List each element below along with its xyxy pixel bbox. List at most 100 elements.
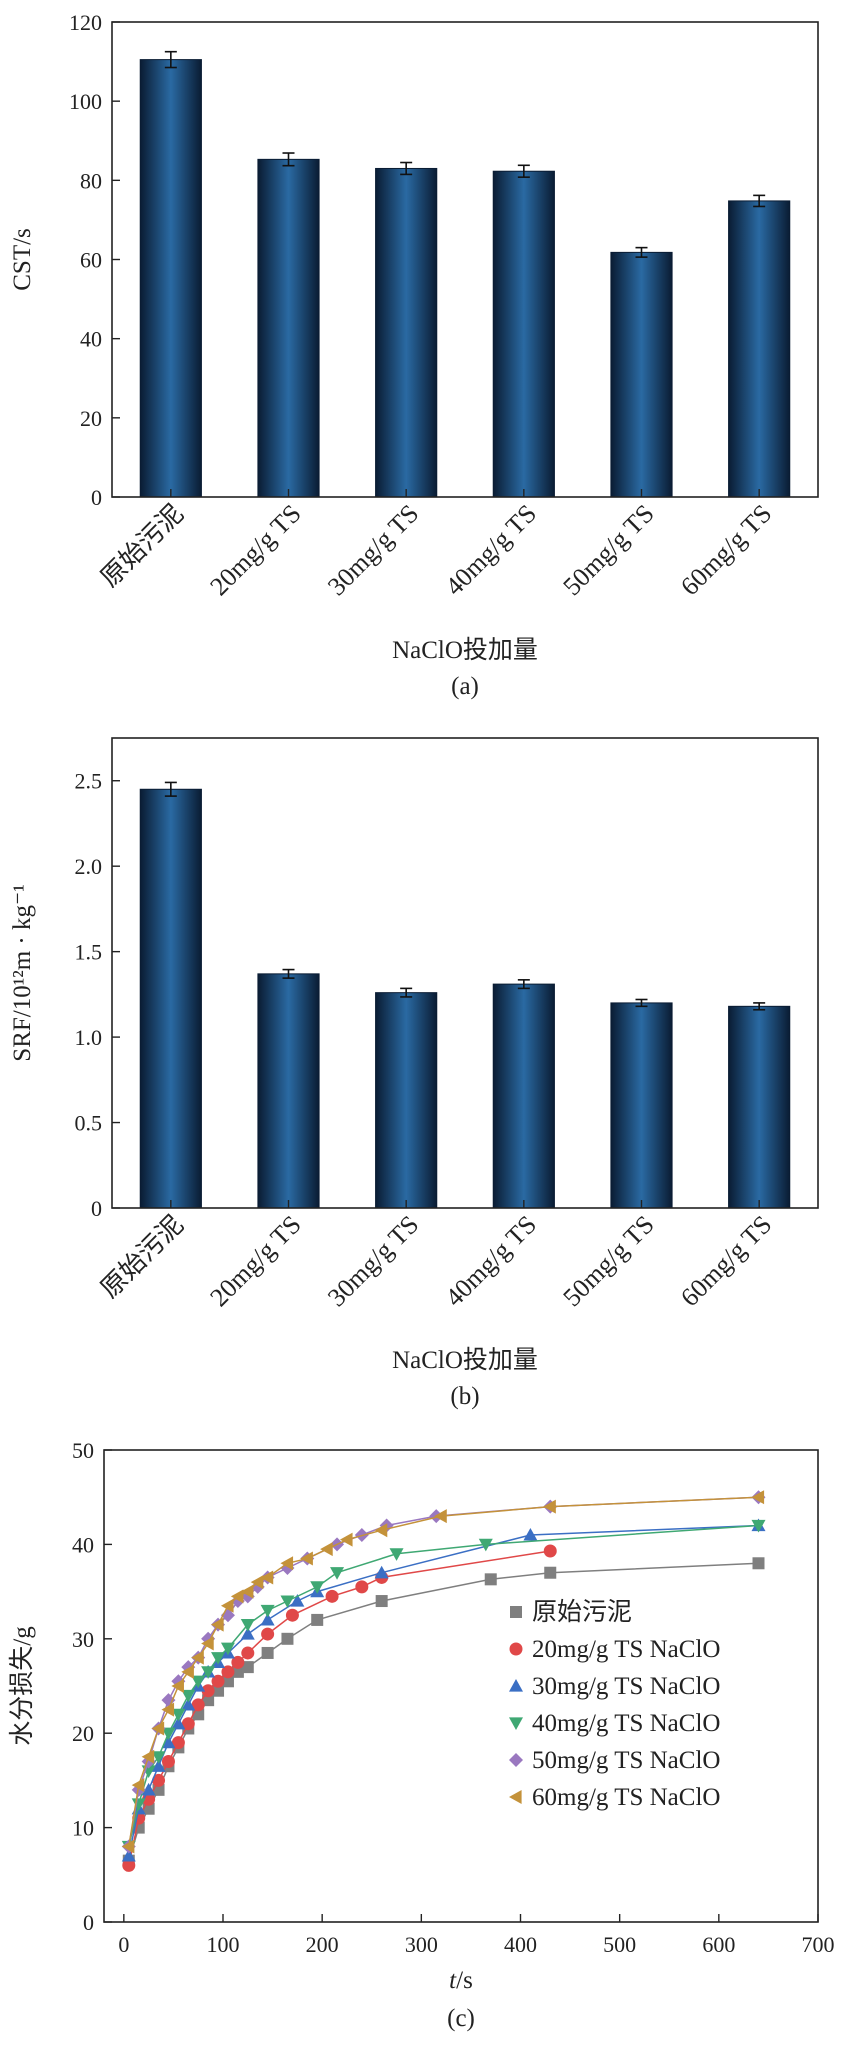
- data-point: [241, 1646, 255, 1660]
- data-point: [201, 1666, 216, 1679]
- legend-marker-4: [509, 1753, 523, 1767]
- series-5: [121, 1490, 765, 1854]
- x-axis-title: NaClO投加量: [392, 636, 538, 664]
- data-point: [339, 1532, 353, 1547]
- y-tick-label: 40: [72, 1532, 94, 1557]
- bar-2: [375, 167, 438, 498]
- y-tick-label: 120: [69, 10, 102, 35]
- x-tick-label: 400: [504, 1932, 537, 1957]
- x-tick-label: 300: [405, 1932, 438, 1957]
- data-point: [330, 1567, 345, 1580]
- y-tick-label: 20: [72, 1721, 94, 1746]
- data-point: [281, 1632, 294, 1645]
- y-axis-title: 水分损失/g: [8, 1626, 36, 1746]
- category-label: 40mg/g TS: [440, 499, 542, 601]
- legend-marker-2: [509, 1679, 523, 1692]
- legend-marker-0: [510, 1606, 522, 1618]
- data-point: [230, 1589, 244, 1604]
- plot-frame: [111, 21, 819, 498]
- x-axis-title-unit: /s: [456, 1967, 473, 1994]
- panel-label: (c): [447, 2005, 475, 2032]
- data-point: [280, 1556, 294, 1571]
- category-label: 40mg/g TS: [440, 1210, 542, 1312]
- panel-label: (b): [450, 1383, 479, 1410]
- legend-marker-3: [509, 1717, 523, 1730]
- data-point: [221, 1675, 234, 1688]
- data-point: [131, 1778, 145, 1793]
- bar-0: [139, 788, 202, 1209]
- data-point: [231, 1655, 245, 1669]
- x-tick-label: 700: [802, 1932, 835, 1957]
- data-point: [240, 1584, 254, 1599]
- legend-marker-5: [509, 1790, 522, 1804]
- bar-3: [492, 170, 555, 498]
- data-point: [300, 1551, 313, 1566]
- bar-5: [728, 1005, 791, 1209]
- data-point: [181, 1717, 195, 1731]
- category-label: 50mg/g TS: [557, 499, 659, 601]
- data-point: [523, 1527, 538, 1541]
- x-tick-label: 200: [306, 1932, 339, 1957]
- data-point: [260, 1612, 275, 1626]
- data-point: [241, 1661, 254, 1674]
- data-point: [161, 1755, 175, 1769]
- category-label: 30mg/g TS: [322, 1210, 424, 1312]
- panel-a-cst-bar-chart: 0 20 40 60 80 100 120 原始污泥 20mg/g TS 30mg/g TS 40m…: [9, 10, 819, 700]
- y-tick-label: 30: [72, 1627, 94, 1652]
- y-tick-label: 1.0: [75, 1025, 103, 1050]
- data-point: [311, 1613, 324, 1626]
- y-tick-label: 2.0: [75, 854, 103, 879]
- legend-label-2: 30mg/g TS NaClO: [532, 1673, 720, 1700]
- data-point: [240, 1619, 255, 1632]
- y-tick-label: 100: [69, 89, 102, 114]
- data-point: [161, 1693, 176, 1708]
- legend-label-1: 20mg/g TS NaClO: [532, 1636, 720, 1663]
- y-axis-title: CST/s: [9, 228, 36, 291]
- data-point: [212, 1684, 225, 1697]
- data-point: [261, 1646, 274, 1659]
- legend-label-5: 60mg/g TS NaClO: [532, 1784, 720, 1811]
- data-point: [325, 1589, 339, 1603]
- data-point: [751, 1519, 766, 1533]
- data-point: [374, 1565, 389, 1579]
- y-tick-label: 80: [80, 168, 102, 193]
- bar-3: [492, 983, 555, 1209]
- category-label: 20mg/g TS: [204, 499, 306, 601]
- category-label: 60mg/g TS: [675, 1210, 777, 1312]
- y-tick-label: 10: [72, 1816, 94, 1841]
- plot-frame: [103, 1449, 819, 1923]
- data-point: [221, 1665, 235, 1679]
- x-axis-title-var: t: [449, 1967, 457, 1994]
- y-tick-label: 0: [91, 1196, 102, 1221]
- category-label: 原始污泥: [95, 499, 189, 593]
- data-point: [290, 1594, 305, 1607]
- panel-c-moisture-loss-scatter: 0 100 200 300 400 500 600 700 0 10 20 30 40 50 原始污泥 20m…: [8, 1438, 835, 2032]
- bar-4: [610, 1002, 673, 1209]
- data-point: [152, 1773, 166, 1787]
- data-point: [543, 1544, 557, 1558]
- bar-2: [375, 992, 438, 1209]
- data-point: [310, 1581, 325, 1594]
- data-point: [141, 1749, 155, 1764]
- data-point: [202, 1694, 215, 1707]
- data-point: [151, 1721, 165, 1736]
- data-point: [543, 1499, 556, 1514]
- x-tick-label: 100: [207, 1932, 240, 1957]
- y-tick-label: 0: [83, 1910, 94, 1935]
- category-label: 50mg/g TS: [557, 1210, 659, 1312]
- bar-0: [139, 59, 202, 498]
- y-tick-label: 0: [91, 485, 102, 510]
- x-tick-label: 500: [603, 1932, 636, 1957]
- legend-label-4: 50mg/g TS NaClO: [532, 1747, 720, 1774]
- category-label: 30mg/g TS: [322, 499, 424, 601]
- data-point: [752, 1557, 765, 1570]
- data-point: [375, 1595, 388, 1608]
- data-point: [151, 1759, 166, 1772]
- legend-label-3: 40mg/g TS NaClO: [532, 1710, 720, 1737]
- data-point: [320, 1542, 333, 1557]
- legend-marker-1: [509, 1642, 523, 1656]
- data-point: [260, 1604, 275, 1618]
- data-point: [181, 1689, 196, 1703]
- data-point: [171, 1736, 185, 1750]
